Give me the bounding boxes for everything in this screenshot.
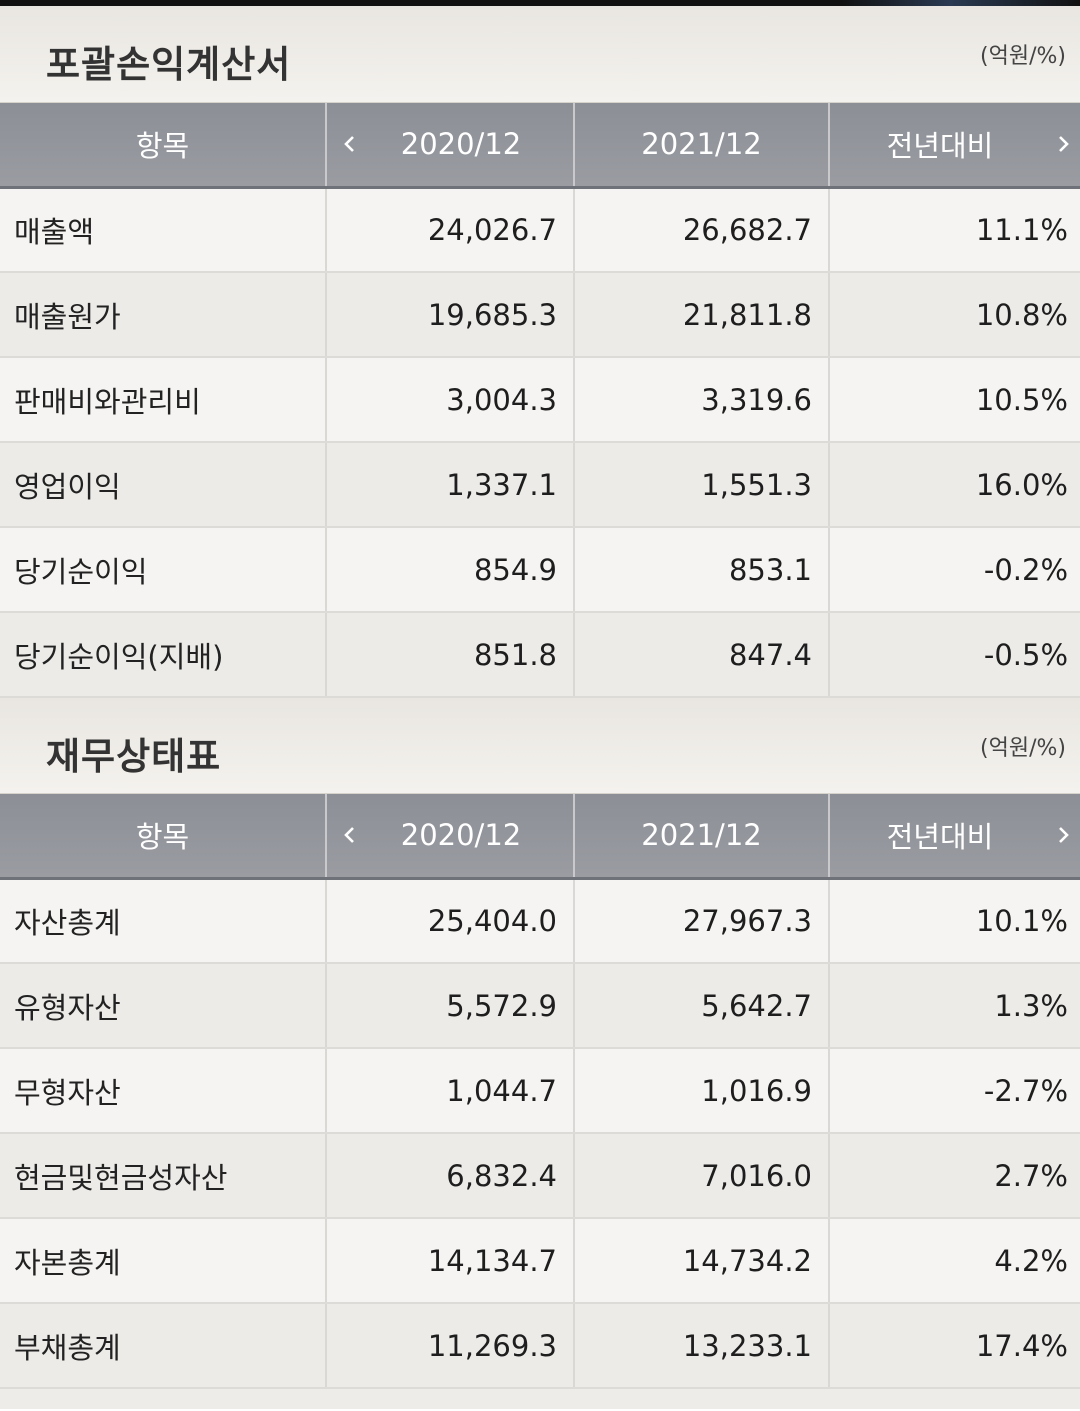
balance-sheet-table: 항목 2020/12 2021/12 전년대비 자산총계 25,404.0 27,9… [0, 794, 1080, 1389]
section-title: 포괄손익계산서 [46, 43, 292, 86]
table-row: 매출원가 19,685.3 21,811.8 10.8% [0, 272, 1080, 358]
value-2020: 25,404.0 [326, 878, 575, 964]
value-2021: 27,967.3 [574, 878, 830, 964]
row-label: 무형자산 [0, 1048, 327, 1134]
table-row: 현금및현금성자산 6,832.4 7,016.0 2.7% [0, 1133, 1080, 1219]
table-row: 당기순이익 854.9 853.1 -0.2% [0, 527, 1080, 613]
column-header-yoy: 전년대비 [829, 103, 1080, 189]
value-2020: 1,044.7 [326, 1048, 575, 1134]
table-header-row: 항목 2020/12 2021/12 전년대비 [0, 794, 1080, 880]
top-status-bar [0, 0, 1080, 6]
column-header-label: 2020/12 [400, 818, 522, 853]
row-label: 자본총계 [0, 1218, 327, 1304]
value-2020: 14,134.7 [326, 1218, 575, 1304]
value-2021: 1,551.3 [574, 442, 830, 528]
value-2021: 5,642.7 [574, 963, 830, 1049]
value-2020: 11,269.3 [326, 1303, 575, 1389]
value-2021: 1,016.9 [574, 1048, 830, 1134]
value-yoy: 17.4% [829, 1303, 1080, 1389]
value-2021: 26,682.7 [574, 187, 830, 273]
value-yoy: 11.1% [829, 187, 1080, 273]
balance-sheet-header: 재무상태표 (억원/%) [0, 698, 1080, 794]
column-header-item: 항목 [0, 103, 327, 189]
column-header-label: 전년대비 [886, 820, 994, 855]
chevron-right-icon[interactable] [1054, 826, 1072, 844]
table-row: 판매비와관리비 3,004.3 3,319.6 10.5% [0, 357, 1080, 443]
value-2020: 5,572.9 [326, 963, 575, 1049]
unit-label: (억원/%) [980, 736, 1066, 761]
column-header-period-1: 2020/12 [326, 103, 575, 189]
row-label: 매출액 [0, 187, 327, 273]
unit-label: (억원/%) [980, 44, 1066, 69]
column-header-label: 2021/12 [641, 127, 762, 162]
value-yoy: -2.7% [829, 1048, 1080, 1134]
chevron-left-icon[interactable] [341, 826, 359, 844]
row-label: 당기순이익(지배) [0, 612, 327, 698]
value-yoy: 1.3% [829, 963, 1080, 1049]
section-title: 재무상태표 [46, 735, 222, 778]
value-2021: 13,233.1 [574, 1303, 830, 1389]
row-label: 자산총계 [0, 878, 327, 964]
row-label: 부채총계 [0, 1303, 327, 1389]
income-statement-table: 항목 2020/12 2021/12 전년대비 매출액 24,026.7 26,68… [0, 103, 1080, 698]
table-row: 자산총계 25,404.0 27,967.3 10.1% [0, 878, 1080, 964]
column-header-period-2: 2021/12 [574, 794, 830, 880]
value-yoy: 10.8% [829, 272, 1080, 358]
value-yoy: 16.0% [829, 442, 1080, 528]
value-2020: 1,337.1 [326, 442, 575, 528]
table-row: 당기순이익(지배) 851.8 847.4 -0.5% [0, 612, 1080, 698]
row-label: 영업이익 [0, 442, 327, 528]
row-label: 당기순이익 [0, 527, 327, 613]
income-statement-header: 포괄손익계산서 (억원/%) [0, 6, 1080, 103]
row-label: 현금및현금성자산 [0, 1133, 327, 1219]
value-yoy: 4.2% [829, 1218, 1080, 1304]
value-2020: 24,026.7 [326, 187, 575, 273]
row-label: 판매비와관리비 [0, 357, 327, 443]
row-label: 매출원가 [0, 272, 327, 358]
column-header-label: 항목 [135, 129, 190, 164]
value-2021: 21,811.8 [574, 272, 830, 358]
value-2021: 847.4 [574, 612, 830, 698]
value-2020: 854.9 [326, 527, 575, 613]
bottom-padding [0, 1389, 1080, 1409]
value-2020: 851.8 [326, 612, 575, 698]
value-yoy: 2.7% [829, 1133, 1080, 1219]
table-row: 유형자산 5,572.9 5,642.7 1.3% [0, 963, 1080, 1049]
column-header-period-2: 2021/12 [574, 103, 830, 189]
value-yoy: -0.5% [829, 612, 1080, 698]
value-yoy: -0.2% [829, 527, 1080, 613]
table-row: 매출액 24,026.7 26,682.7 11.1% [0, 187, 1080, 273]
table-header-row: 항목 2020/12 2021/12 전년대비 [0, 103, 1080, 189]
chevron-left-icon[interactable] [341, 135, 359, 153]
table-row: 영업이익 1,337.1 1,551.3 16.0% [0, 442, 1080, 528]
column-header-label: 항목 [135, 820, 190, 855]
value-yoy: 10.1% [829, 878, 1080, 964]
value-2021: 853.1 [574, 527, 830, 613]
table-row: 무형자산 1,044.7 1,016.9 -2.7% [0, 1048, 1080, 1134]
value-2020: 6,832.4 [326, 1133, 575, 1219]
value-2021: 3,319.6 [574, 357, 830, 443]
column-header-label: 2021/12 [641, 818, 762, 853]
value-2020: 19,685.3 [326, 272, 575, 358]
chevron-right-icon[interactable] [1054, 135, 1072, 153]
column-header-label: 2020/12 [400, 127, 522, 162]
value-2020: 3,004.3 [326, 357, 575, 443]
value-yoy: 10.5% [829, 357, 1080, 443]
table-row: 부채총계 11,269.3 13,233.1 17.4% [0, 1303, 1080, 1389]
table-row: 자본총계 14,134.7 14,734.2 4.2% [0, 1218, 1080, 1304]
value-2021: 14,734.2 [574, 1218, 830, 1304]
row-label: 유형자산 [0, 963, 327, 1049]
column-header-item: 항목 [0, 794, 327, 880]
column-header-yoy: 전년대비 [829, 794, 1080, 880]
value-2021: 7,016.0 [574, 1133, 830, 1219]
column-header-period-1: 2020/12 [326, 794, 575, 880]
column-header-label: 전년대비 [886, 129, 994, 164]
